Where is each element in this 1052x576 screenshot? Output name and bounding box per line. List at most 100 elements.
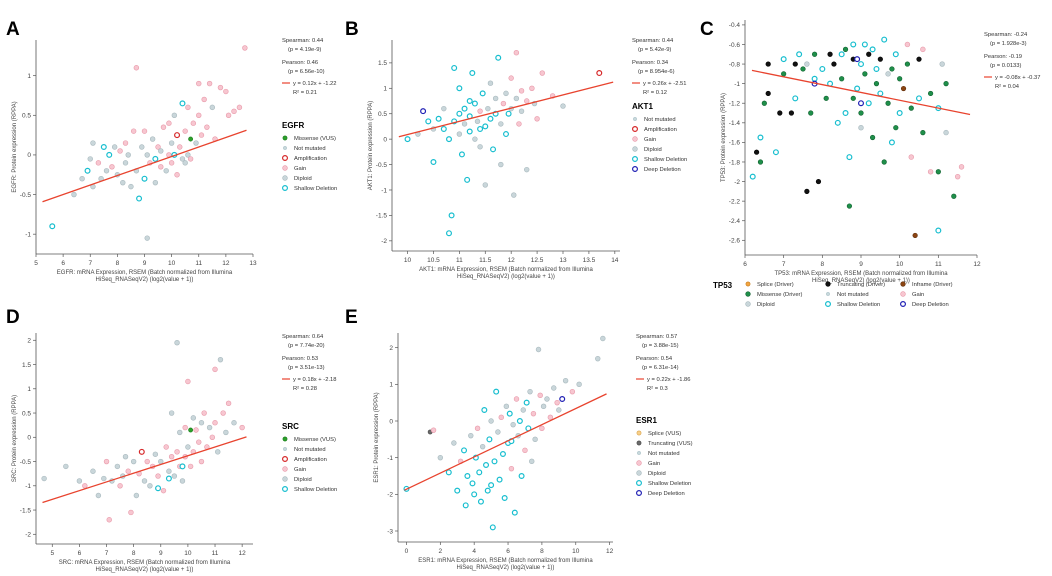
panel-d-point-missense bbox=[188, 427, 194, 433]
panel-c-ytick-label: -1.6 bbox=[729, 140, 741, 147]
panel-e-legend-marker bbox=[635, 490, 642, 497]
panel-d-point-amp bbox=[138, 448, 145, 455]
panel-a-legend-marker bbox=[283, 146, 287, 150]
panel-b-point-deepdel bbox=[420, 108, 427, 115]
panel-e-point-shdel bbox=[481, 407, 488, 414]
panel-c-ytick-label: -1 bbox=[734, 81, 740, 88]
panel-e-point-gain bbox=[569, 388, 576, 395]
panel-a-point-diploid bbox=[179, 156, 186, 162]
panel-e-point-shdel bbox=[484, 487, 491, 494]
panel-b-legend-item: Not mutated bbox=[644, 117, 676, 123]
panel-e-xtick-label: 4 bbox=[472, 548, 476, 555]
panel-d-point-gain bbox=[193, 427, 199, 433]
panel-e-regression-line bbox=[404, 393, 607, 491]
panel-d-point-gain bbox=[103, 458, 110, 465]
panel-c-point-deepdel bbox=[857, 100, 864, 107]
panel-a-pearson-p: (p = 6.56e-10) bbox=[288, 69, 325, 75]
panel-c-point-shdel bbox=[838, 51, 845, 58]
panel-c-point-shdel bbox=[757, 134, 764, 141]
panel-c-ytick-label: -2.6 bbox=[729, 238, 741, 245]
panel-e-point-gain bbox=[554, 399, 560, 406]
panel-c-regression-line bbox=[751, 69, 971, 116]
panel-e-point-shdel bbox=[483, 462, 490, 469]
panel-b-point-shdel bbox=[487, 115, 494, 122]
panel-b-regression-line bbox=[398, 81, 614, 138]
panel-b-point-gain bbox=[539, 70, 545, 76]
panel-b-point-diploid bbox=[518, 108, 525, 114]
panel-e-point-shdel bbox=[469, 480, 476, 487]
panel-e-point-gain bbox=[537, 392, 543, 399]
panel-a-point-diploid bbox=[128, 183, 134, 190]
panel-b-point-diploid bbox=[498, 161, 504, 168]
panel-c-point-gain bbox=[958, 164, 965, 170]
panel-d-ytick-label: -1 bbox=[25, 483, 31, 490]
panel-b-point-diploid bbox=[492, 95, 499, 102]
panel-d-point-diploid bbox=[223, 429, 229, 436]
panel-c-point-trunc bbox=[788, 110, 795, 116]
panel-b-legend-marker bbox=[633, 117, 637, 121]
panel-e-point-shdel bbox=[516, 418, 523, 425]
panel-c-xtick-label: 6 bbox=[743, 261, 747, 268]
panel-a-regression-line bbox=[42, 129, 247, 203]
panel-e-point-diploid bbox=[556, 407, 562, 413]
panel-d-legend-item: Diploid bbox=[294, 477, 312, 483]
panel-d-point-gain bbox=[160, 487, 167, 494]
panel-b-legend-item: Shallow Deletion bbox=[644, 157, 687, 163]
panel-a-point-gain bbox=[182, 128, 188, 134]
panel-b-point-diploid bbox=[503, 90, 509, 97]
panel-d-regression-line bbox=[42, 436, 247, 504]
panel-b-point-shdel bbox=[471, 100, 478, 107]
panel-e-point-shdel bbox=[488, 482, 495, 489]
panel-b-point-diploid bbox=[477, 144, 483, 150]
panel-b-point-shdel bbox=[461, 105, 468, 112]
panel-b-xlabel: AKT1: mRNA Expression, RSEM (Batch norma… bbox=[419, 267, 593, 273]
panel-d-xtick-label: 6 bbox=[78, 550, 82, 557]
panel-b-point-gain bbox=[518, 88, 525, 94]
panel-a-legend-marker bbox=[282, 165, 288, 171]
panel-b-point-shdel bbox=[505, 110, 512, 117]
panel-a-point-gain bbox=[109, 164, 115, 170]
panel-d-legend-marker bbox=[282, 466, 288, 472]
panel-c-point-shdel bbox=[846, 154, 853, 161]
panel-d-point-diploid bbox=[90, 468, 96, 474]
panel-e-r-squared: R² = 0.3 bbox=[647, 386, 668, 392]
panel-b-point-gain bbox=[513, 50, 520, 56]
panel-e-point-diploid bbox=[540, 403, 547, 410]
panel-b-point-diploid bbox=[482, 182, 488, 188]
panel-a-point-gain bbox=[141, 128, 148, 134]
panel-b-point-diploid bbox=[498, 121, 504, 127]
panel-b-point-gain bbox=[500, 100, 507, 107]
panel-c-point-trunc bbox=[765, 90, 771, 97]
panel-e-point-diploid bbox=[495, 429, 501, 435]
panel-e-point-gain bbox=[508, 465, 515, 472]
panel-c-point-missenseD bbox=[935, 169, 941, 175]
panel-c-letter: C bbox=[700, 19, 714, 40]
panel-e-point-diploid bbox=[520, 407, 526, 413]
panel-b-ylabel: AKT1: Protein expression (RPPA) bbox=[368, 101, 374, 191]
panel-c-point-diploid bbox=[858, 125, 864, 131]
panel-d-fit-equation: y = 0.18x + -2.18 bbox=[293, 377, 337, 383]
panel-a-legend-item: Shallow Deletion bbox=[294, 186, 337, 192]
panel-a-point-gain bbox=[196, 112, 202, 118]
panel-e-pearson-p: (p = 6.31e-14) bbox=[642, 365, 679, 371]
panel-c-legend-marker bbox=[745, 301, 751, 307]
panel-c-point-shdel bbox=[861, 41, 868, 48]
panel-c-point-shdel bbox=[888, 139, 895, 146]
panel-b-legend-marker bbox=[632, 146, 638, 152]
panel-a-point-gain bbox=[217, 84, 224, 91]
panel-a-point-gain bbox=[204, 124, 210, 130]
panel-a-point-shdel bbox=[141, 175, 148, 182]
panel-a-point-amp bbox=[174, 132, 181, 139]
panel-a-point-gain bbox=[174, 172, 180, 178]
panel-c-point-shdel bbox=[819, 65, 826, 72]
panel-c-legend-marker bbox=[899, 301, 906, 308]
panel-c-point-missenseD bbox=[920, 130, 926, 136]
panel-a-point-gain bbox=[155, 144, 161, 150]
panel-e-ytick-label: -1 bbox=[387, 455, 393, 462]
panel-d-point-diploid bbox=[174, 340, 180, 346]
panel-a-legend-marker bbox=[282, 175, 288, 181]
panel-d-point-diploid bbox=[171, 473, 178, 479]
panel-a-point-gain bbox=[168, 160, 175, 166]
panel-a-point-gain bbox=[185, 104, 191, 111]
